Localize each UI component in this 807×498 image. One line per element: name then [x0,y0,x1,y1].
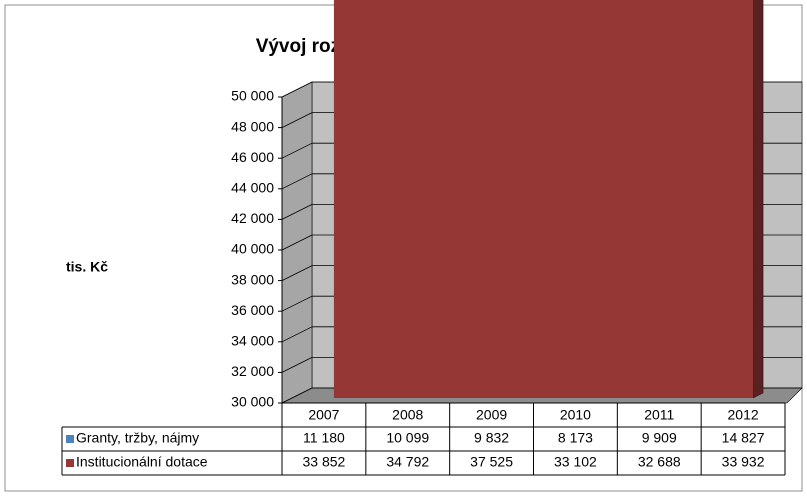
x-tick-label: 2008 [392,407,423,423]
grid-line [281,204,313,220]
y-tick-label: 32 000 [231,363,274,379]
y-tick-label: 42 000 [231,210,274,226]
y-tick-label: 44 000 [231,180,274,196]
grid-line [281,357,313,373]
table-value: 37 525 [470,454,513,470]
y-tick-label: 40 000 [231,241,274,257]
grid-line [281,173,313,190]
x-tick-label: 2010 [560,407,591,423]
grid-line [281,387,313,404]
x-tick-label: 2009 [476,407,507,423]
x-tick-label: 2007 [308,407,339,423]
y-tick-label: 36 000 [231,302,274,318]
legend-key [66,435,74,443]
y-tick-label: 34 000 [231,333,274,349]
table-value: 33 852 [303,454,346,470]
y-tick-label: 50 000 [231,88,274,104]
grid-line [281,326,313,343]
grid-line [281,81,313,98]
grid-line [281,112,313,128]
grid-line [281,234,313,251]
y-axis-label: tis. Kč [66,259,108,275]
y-tick-label: 30 000 [231,394,274,410]
table-value: 10 099 [386,430,429,446]
y-tick-label: 38 000 [231,271,274,287]
table-value: 8 173 [558,430,593,446]
table-value: 34 792 [386,454,429,470]
x-tick-label: 2011 [644,407,674,423]
grid-line [281,142,313,159]
legend-label: Institucionální dotace [76,454,208,470]
legend-key [66,459,74,467]
area [333,0,754,398]
table-value: 9 832 [474,430,509,446]
x-tick-label: 2012 [728,407,759,423]
y-tick-label: 46 000 [231,149,274,165]
grid-line [281,265,313,281]
table-value: 32 688 [638,454,681,470]
grid-line [281,295,313,312]
y-tick-label: 48 000 [231,118,274,134]
table-value: 14 827 [722,430,765,446]
legend-label: Granty, tržby, nájmy [76,430,199,446]
table-value: 33 102 [554,454,597,470]
table-value: 33 932 [722,454,765,470]
table-value: 11 180 [303,430,345,446]
area-end [752,0,764,399]
table-value: 9 909 [642,430,677,446]
